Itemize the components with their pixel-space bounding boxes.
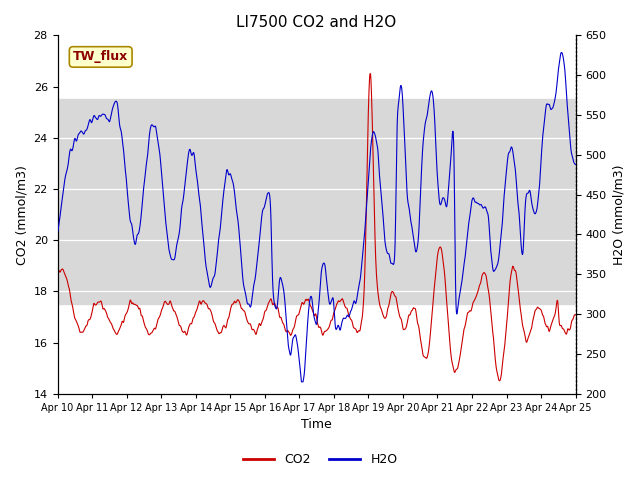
Legend: CO2, H2O: CO2, H2O [237,448,403,471]
Bar [58,99,575,304]
Y-axis label: CO2 (mmol/m3): CO2 (mmol/m3) [15,165,28,264]
X-axis label: Time: Time [301,419,332,432]
Title: LI7500 CO2 and H2O: LI7500 CO2 and H2O [236,15,397,30]
Y-axis label: H2O (mmol/m3): H2O (mmol/m3) [612,164,625,265]
Text: TW_flux: TW_flux [73,50,128,63]
